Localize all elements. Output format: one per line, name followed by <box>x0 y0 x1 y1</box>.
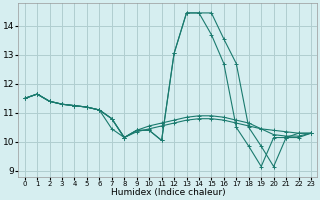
X-axis label: Humidex (Indice chaleur): Humidex (Indice chaleur) <box>110 188 225 197</box>
